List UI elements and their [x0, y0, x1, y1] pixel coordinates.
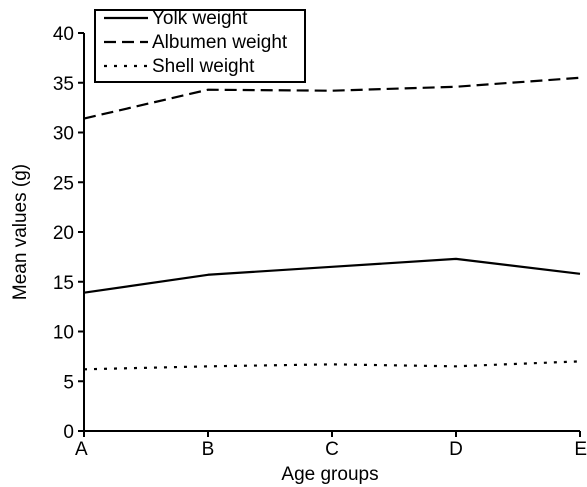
y-tick-label: 5	[63, 372, 74, 393]
series-line-albumen-weight	[83, 76, 581, 120]
y-tick-label: 20	[53, 223, 74, 244]
y-axis-ticks: 0 5 10 15 20 25 30 35 40	[53, 24, 84, 443]
axes	[83, 33, 580, 432]
plot-lines	[83, 76, 581, 371]
x-axis-title: Age groups	[281, 464, 378, 485]
x-tick-label: A	[75, 439, 88, 460]
y-tick-label: 25	[53, 173, 74, 194]
x-axis-ticks: A B C D E	[75, 431, 587, 460]
series-line-shell-weight	[83, 360, 581, 371]
y-tick-label: 40	[53, 24, 74, 45]
x-tick-label: D	[449, 439, 463, 460]
legend-box	[94, 9, 306, 83]
x-tick-label: C	[325, 439, 339, 460]
x-tick-label: E	[574, 439, 587, 460]
x-tick-label: B	[202, 439, 215, 460]
legend: Yolk weight Albumen weight Shell weight	[94, 8, 306, 83]
y-tick-label: 0	[63, 422, 74, 443]
y-tick-label: 35	[53, 74, 74, 95]
legend-label: Albumen weight	[152, 32, 288, 53]
y-tick-label: 10	[53, 323, 74, 344]
y-axis-title: Mean values (g)	[10, 164, 31, 300]
legend-label: Yolk weight	[152, 8, 248, 29]
y-tick-label: 30	[53, 124, 74, 145]
legend-label: Shell weight	[152, 56, 255, 77]
y-tick-label: 15	[53, 273, 74, 294]
series-line-yolk-weight	[83, 257, 581, 294]
